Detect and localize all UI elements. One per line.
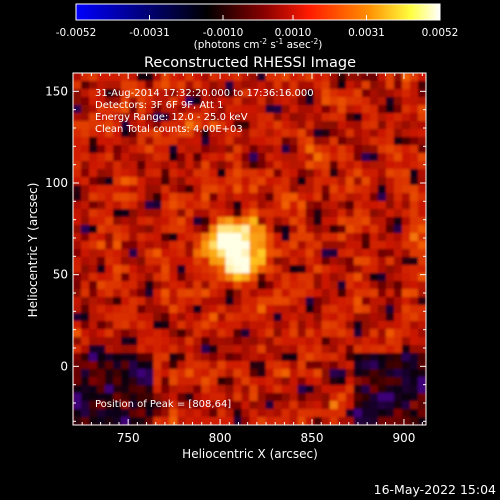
y-tick-label: 100 [45, 176, 68, 190]
heatmap-image [73, 73, 426, 425]
chart-title: Reconstructed RHESSI Image [144, 55, 356, 71]
footer-timestamp: 16-May-2022 15:04 [374, 482, 496, 497]
colorbar-tick-label: -0.0010 [203, 27, 244, 39]
colorbar-ticks: -0.0052 -0.0031 -0.0010 0.0010 0.0031 0.0052 [56, 15, 459, 39]
y-tick-label: 50 [53, 268, 68, 282]
observation-info: 31-Aug-2014 17:32:20.000 to 17:36:16.000… [95, 88, 314, 135]
x-tick-label: 800 [209, 431, 232, 445]
colorbar-tick-label: 0.0010 [275, 27, 312, 39]
x-tick-label: 850 [301, 431, 324, 445]
colorbar: -0.0052 -0.0031 -0.0010 0.0010 0.0031 0.0052 … [56, 3, 459, 51]
info-line: Energy Range: 12.0 - 25.0 keV [95, 112, 248, 123]
x-tick-label: 750 [117, 431, 140, 445]
info-line: Detectors: 3F 6F 9F, Att 1 [95, 100, 223, 111]
colorbar-tick-label: -0.0052 [56, 27, 97, 39]
colorbar-tick-label: -0.0031 [129, 27, 170, 39]
x-tick-label: 900 [392, 431, 415, 445]
y-tick-label: 150 [45, 84, 68, 98]
x-axis-label: Heliocentric X (arcsec) [182, 447, 318, 461]
colorbar-gradient [75, 3, 441, 21]
plot-frame [72, 72, 427, 426]
colorbar-units: (photons cm-2 s-1 asec-2) [194, 37, 323, 51]
info-line: 31-Aug-2014 17:32:20.000 to 17:36:16.000 [95, 88, 314, 99]
y-axis-label: Heliocentric Y (arcsec) [26, 183, 40, 318]
y-tick-label: 0 [60, 359, 68, 373]
info-line: Clean Total counts: 4.00E+03 [95, 124, 243, 135]
colorbar-tick-label: 0.0052 [422, 27, 459, 39]
axis-ticks: 750 800 850 900 0 50 100 150 [45, 73, 426, 445]
colorbar-tick-label: 0.0031 [348, 27, 385, 39]
peak-position-label: Position of Peak = [808,64] [95, 399, 231, 410]
